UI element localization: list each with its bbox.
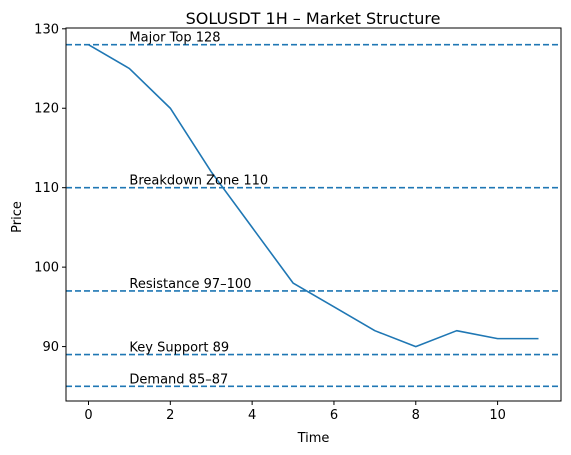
x-tick-label: 6 [330,408,338,423]
x-tick-label: 4 [248,408,256,423]
x-tick-label: 10 [489,408,506,423]
series-layer [88,43,539,348]
series-line [88,43,539,348]
y-tick-label: 100 [34,261,59,276]
y-tick-label: 110 [34,181,59,196]
x-axis: 0 2 4 6 8 10 [84,401,506,423]
chart-title: SOLUSDT 1H – Market Structure [186,9,441,28]
annotation-label: Demand 85–87 [129,372,228,387]
y-tick-label: 90 [42,340,59,355]
x-axis-label: Time [297,431,330,446]
annotation-label: Major Top 128 [129,31,220,46]
y-tick-label: 130 [34,22,59,37]
annotation-label: Resistance 97–100 [129,277,251,292]
annotation-label: Breakdown Zone 110 [129,174,268,189]
x-tick-label: 0 [84,408,92,423]
x-tick-label: 8 [412,408,420,423]
annotation-label: Key Support 89 [129,341,229,356]
x-tick-label: 2 [166,408,174,423]
plot-frame [65,27,562,402]
annotations: Major Top 128 Breakdown Zone 110 Resistanc… [129,31,268,388]
y-axis-label: Price [10,201,25,233]
y-tick-label: 120 [34,102,59,117]
reference-lines [66,43,561,388]
y-axis: 90 100 110 120 130 [34,22,66,355]
